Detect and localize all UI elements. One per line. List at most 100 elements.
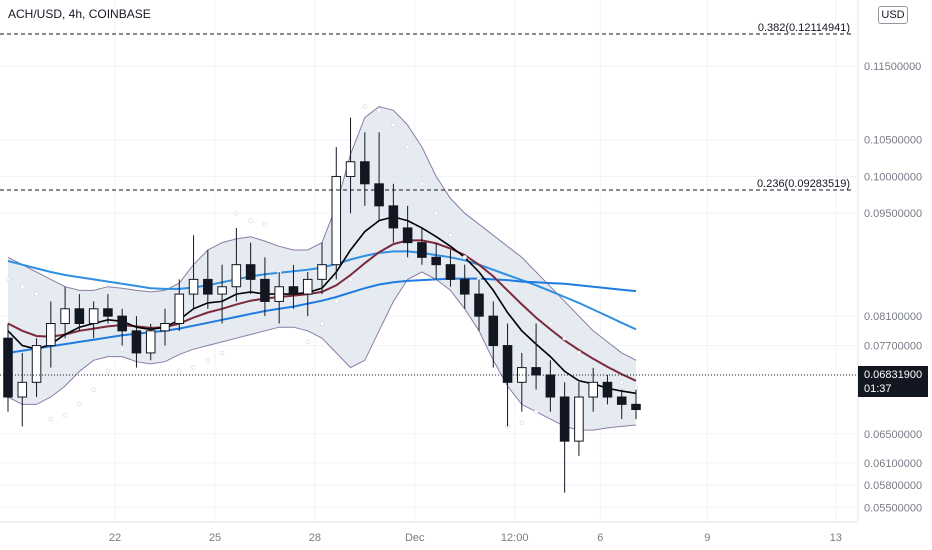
candle	[88, 301, 99, 339]
candle	[517, 352, 527, 412]
psar-dot	[62, 413, 68, 418]
candle-body	[388, 205, 399, 229]
psar-dot	[20, 284, 25, 289]
time-tick-label: Dec	[405, 532, 425, 544]
series-line-ma-slow-b	[7, 277, 637, 354]
price-tick-label: 0.11500000	[864, 61, 921, 73]
psar-dot	[119, 346, 125, 352]
candle-body	[459, 278, 470, 295]
candle-body	[559, 396, 570, 442]
candle-body	[103, 308, 113, 317]
time-axis[interactable]: 22 25 28 Dec 12:00 6 9 13	[109, 532, 842, 544]
candle-body	[274, 286, 284, 302]
candle	[188, 235, 199, 309]
candle-body	[88, 308, 99, 324]
candle-body	[488, 315, 499, 347]
candle-body	[374, 183, 384, 207]
candle	[616, 389, 627, 420]
psar-dot	[334, 299, 339, 304]
candle	[145, 323, 156, 361]
candle	[31, 338, 42, 398]
psar-dot	[48, 416, 54, 422]
candle	[302, 272, 313, 317]
candle-body	[331, 175, 342, 266]
candle	[117, 308, 127, 346]
price-tick-label: 0.06100000	[864, 458, 922, 470]
candle-body	[245, 264, 256, 280]
price-tick-label: 0.05500000	[864, 502, 922, 514]
candle	[631, 389, 641, 420]
candle	[360, 132, 370, 206]
psar-dot	[391, 122, 396, 128]
psar-dot	[419, 181, 425, 187]
candle-body	[631, 403, 641, 411]
candle-body	[345, 161, 356, 177]
psar-dot	[562, 335, 567, 341]
time-tick-label: 22	[109, 532, 121, 544]
candle-body	[431, 256, 441, 266]
candle	[203, 249, 213, 309]
time-tick-label: 6	[597, 532, 603, 544]
psar-dot	[576, 350, 582, 356]
psar-dot	[533, 409, 539, 414]
candle	[459, 264, 470, 309]
currency-unit-button[interactable]: USD	[878, 6, 908, 24]
candle-body	[46, 322, 56, 347]
candle	[288, 264, 299, 309]
psar-dot	[219, 350, 225, 356]
candle-body	[574, 396, 584, 442]
psar-dot	[91, 387, 96, 392]
candle	[545, 360, 556, 412]
psar-dot	[448, 233, 453, 238]
candle	[74, 294, 85, 331]
candle-body	[402, 227, 413, 244]
psar-dot	[433, 210, 439, 216]
price-axis[interactable]: 0.11500000 0.10500000 0.10000000 0.09500000…	[864, 61, 922, 514]
candle-body	[288, 286, 299, 295]
candle	[559, 382, 570, 493]
candle-body	[145, 330, 156, 354]
candle	[60, 286, 70, 339]
psar-dot	[633, 385, 639, 391]
bar-countdown: 01:37	[864, 383, 892, 395]
candle	[445, 249, 456, 287]
candle	[417, 227, 427, 265]
candle	[260, 257, 270, 317]
time-tick-label: 12:00	[501, 532, 529, 544]
price-tick-label: 0.05800000	[864, 480, 922, 492]
candle-body	[602, 381, 613, 398]
candle	[488, 301, 499, 368]
price-tick-label: 0.06500000	[864, 429, 922, 441]
psar-dot	[519, 420, 525, 425]
candle	[388, 183, 399, 243]
candle	[574, 382, 584, 456]
price-tick-label: 0.10500000	[864, 135, 922, 147]
time-tick-label: 13	[830, 532, 842, 544]
fib-level-label: 0.382(0.12114941)	[758, 22, 850, 34]
candle	[317, 242, 327, 295]
time-tick-label: 28	[309, 532, 321, 544]
psar-dot	[462, 255, 467, 260]
candle	[345, 117, 356, 214]
candle-body	[174, 293, 185, 324]
candle	[174, 279, 185, 331]
candle-body	[131, 330, 142, 354]
candle-body	[545, 374, 556, 398]
psar-dot	[262, 221, 268, 227]
time-tick-label: 25	[209, 532, 221, 544]
candle-body	[160, 322, 170, 332]
psar-dot	[34, 291, 39, 297]
candle-body	[588, 381, 598, 398]
time-tick-label: 9	[704, 532, 710, 544]
candle-body	[31, 345, 42, 383]
psar-dot	[305, 339, 310, 345]
candle	[274, 272, 284, 324]
candle-body	[260, 278, 270, 302]
candle-body	[445, 264, 456, 280]
candle	[217, 264, 227, 324]
candle-body	[117, 315, 127, 332]
candle-body	[474, 293, 484, 317]
psar-dot	[5, 277, 11, 282]
